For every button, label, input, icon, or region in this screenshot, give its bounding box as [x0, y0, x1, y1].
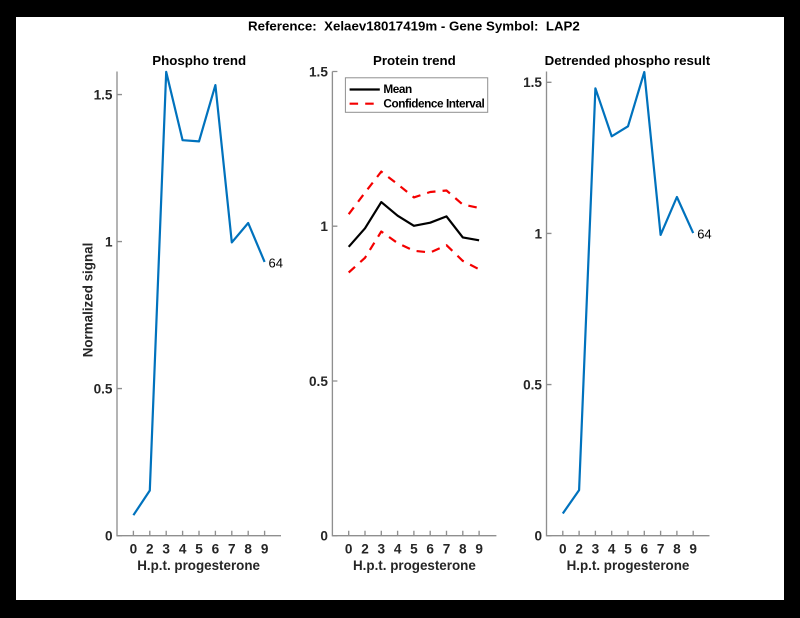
svg-text:Protein trend: Protein trend — [373, 53, 456, 68]
svg-text:0.5: 0.5 — [523, 378, 542, 393]
svg-text:5: 5 — [410, 542, 418, 557]
svg-text:7: 7 — [443, 542, 451, 557]
svg-text:0: 0 — [345, 542, 353, 557]
svg-text:7: 7 — [657, 542, 665, 557]
svg-text:6: 6 — [641, 542, 649, 557]
svg-text:1.5: 1.5 — [523, 75, 542, 90]
svg-text:9: 9 — [261, 542, 269, 557]
svg-text:Phospho trend: Phospho trend — [152, 53, 246, 68]
svg-text:2: 2 — [361, 542, 369, 557]
svg-text:6: 6 — [426, 542, 434, 557]
svg-text:H.p.t. progesterone: H.p.t. progesterone — [137, 558, 260, 573]
svg-text:8: 8 — [244, 542, 252, 557]
svg-text:0.5: 0.5 — [94, 382, 113, 397]
svg-text:Normalized signal: Normalized signal — [80, 243, 95, 358]
svg-text:0: 0 — [130, 542, 138, 557]
svg-text:4: 4 — [179, 542, 187, 557]
svg-text:Reference: Xelaev18017419m -: Reference: Xelaev18017419m - Gene Symbol… — [248, 19, 580, 34]
svg-text:H.p.t. progesterone: H.p.t. progesterone — [353, 558, 476, 573]
svg-text:1: 1 — [105, 235, 113, 250]
svg-text:5: 5 — [195, 542, 203, 557]
svg-text:64: 64 — [697, 227, 711, 242]
svg-text:7: 7 — [228, 542, 236, 557]
svg-text:0: 0 — [320, 529, 328, 544]
svg-text:3: 3 — [162, 542, 170, 557]
svg-text:2: 2 — [575, 542, 583, 557]
svg-text:Mean: Mean — [383, 82, 412, 96]
svg-text:9: 9 — [475, 542, 483, 557]
svg-text:H.p.t. progesterone: H.p.t. progesterone — [567, 558, 690, 573]
svg-text:64: 64 — [269, 256, 283, 271]
svg-text:Confidence Interval: Confidence Interval — [383, 96, 484, 110]
svg-text:1: 1 — [534, 226, 542, 241]
svg-text:0: 0 — [534, 529, 542, 544]
svg-text:1: 1 — [320, 219, 328, 234]
svg-text:8: 8 — [673, 542, 681, 557]
svg-text:4: 4 — [394, 542, 402, 557]
svg-text:Detrended phospho result: Detrended phospho result — [545, 53, 711, 68]
svg-text:1.5: 1.5 — [309, 64, 328, 79]
svg-text:5: 5 — [624, 542, 632, 557]
svg-text:9: 9 — [689, 542, 697, 557]
svg-text:0: 0 — [559, 542, 567, 557]
svg-text:6: 6 — [212, 542, 220, 557]
svg-text:2: 2 — [146, 542, 154, 557]
svg-text:0.5: 0.5 — [309, 374, 328, 389]
svg-text:8: 8 — [459, 542, 467, 557]
svg-text:3: 3 — [592, 542, 600, 557]
svg-text:0: 0 — [105, 529, 113, 544]
svg-text:4: 4 — [608, 542, 616, 557]
svg-text:1.5: 1.5 — [94, 88, 113, 103]
svg-text:3: 3 — [378, 542, 386, 557]
